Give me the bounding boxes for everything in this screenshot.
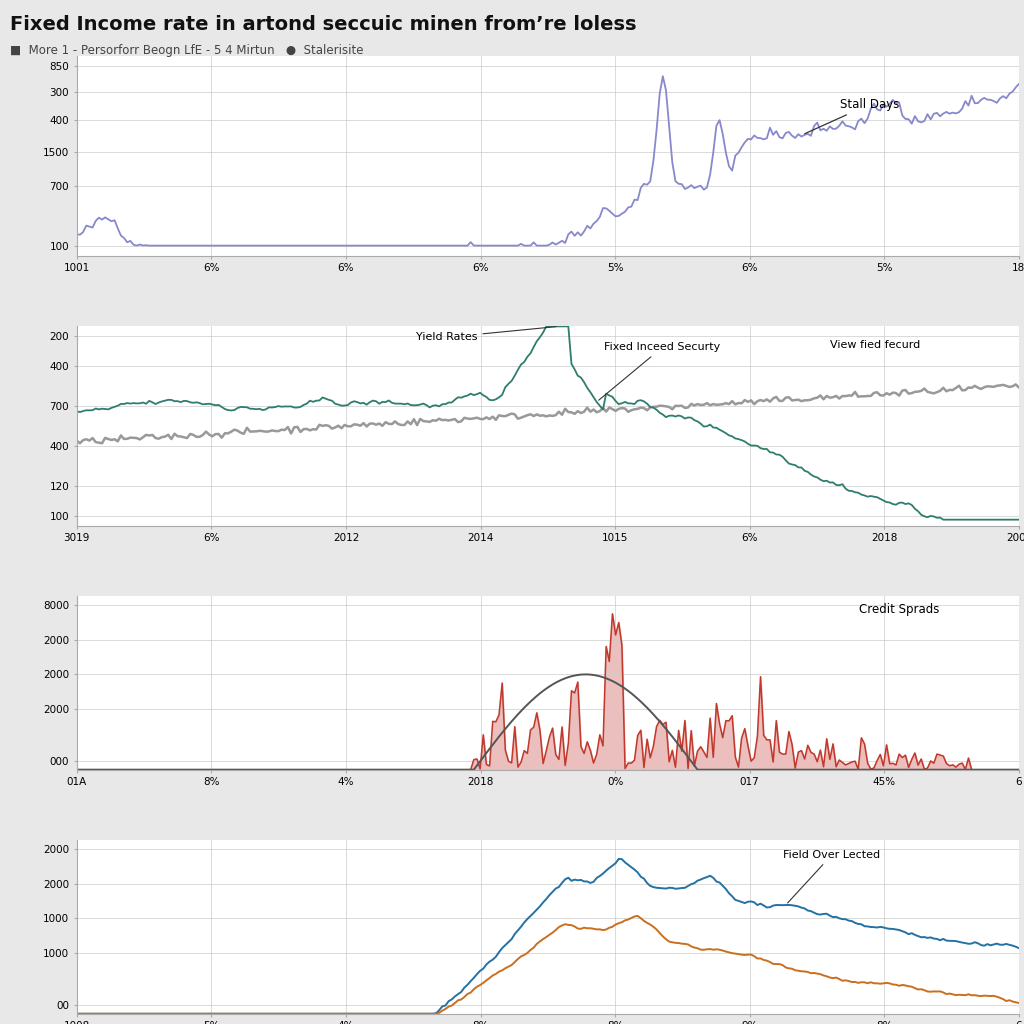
Text: ■  More 1 - Persorforr Beogn LfE - 5 4 Mirtun   ●  Stalerisite: ■ More 1 - Persorforr Beogn LfE - 5 4 Mi… [10, 44, 364, 57]
Text: Field Over Lected: Field Over Lected [783, 850, 881, 903]
Text: View fied fecurd: View fied fecurd [830, 340, 921, 350]
Text: Credit Sprads: Credit Sprads [859, 603, 939, 616]
Text: Fixed Income rate in artond seccuic minen from’re loless: Fixed Income rate in artond seccuic mine… [10, 15, 637, 35]
Text: Stall Days: Stall Days [805, 98, 899, 134]
Text: Yield Rates: Yield Rates [416, 327, 556, 342]
Text: Fixed Inceed Securty: Fixed Inceed Securty [599, 342, 721, 400]
